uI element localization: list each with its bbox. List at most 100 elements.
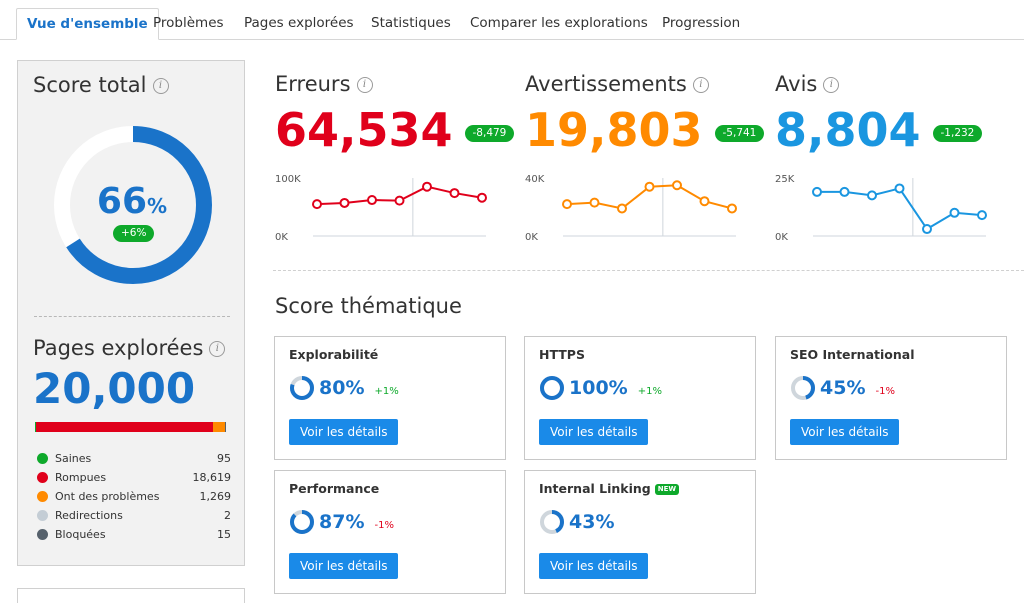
data-point[interactable] bbox=[672, 180, 682, 191]
pages-title: Pages explorées i bbox=[33, 336, 226, 360]
legend-item-saines[interactable]: Saines 95 bbox=[37, 449, 231, 468]
legend-item-redirections[interactable]: Redirections 2 bbox=[37, 506, 231, 525]
orange-dot-icon bbox=[37, 491, 48, 502]
details-button[interactable]: Voir les détails bbox=[539, 419, 649, 445]
stat-value-row: 64,534 -8,479 bbox=[275, 103, 515, 157]
card-delta: -1% bbox=[374, 519, 394, 531]
data-point[interactable] bbox=[617, 203, 627, 214]
card-https: HTTPS 100% +1% Voir les détails bbox=[524, 336, 756, 460]
data-point[interactable] bbox=[727, 203, 737, 214]
axis-tick-label: 0K bbox=[525, 232, 538, 243]
data-point[interactable] bbox=[644, 181, 655, 192]
score-value: 66% bbox=[52, 181, 212, 222]
sparkline-avertissements: 40K 0K bbox=[525, 174, 737, 243]
progress-ring-icon bbox=[290, 510, 314, 534]
new-badge: NEW bbox=[654, 484, 680, 495]
legend-label: Ont des problèmes bbox=[55, 490, 160, 503]
data-point[interactable] bbox=[812, 186, 822, 197]
legend-value: 15 bbox=[217, 528, 231, 541]
info-icon[interactable]: i bbox=[209, 341, 226, 357]
stat-delta-badge: -1,232 bbox=[932, 124, 983, 142]
stat-value[interactable]: 19,803 bbox=[525, 103, 703, 157]
ring-fill bbox=[290, 510, 314, 534]
status-bar-segment bbox=[212, 422, 225, 432]
card-delta: +1% bbox=[637, 385, 662, 397]
tab-problemes[interactable]: Problèmes bbox=[153, 15, 224, 31]
tab-pages-explorees[interactable]: Pages explorées bbox=[244, 15, 354, 31]
stat-delta-badge: -8,479 bbox=[464, 124, 515, 142]
axis-tick-label: 0K bbox=[275, 232, 288, 243]
stat-value-row: 8,804 -1,232 bbox=[775, 103, 983, 157]
data-point[interactable] bbox=[839, 186, 850, 197]
secondary-panel bbox=[17, 588, 245, 603]
pages-legend: Saines 95 Rompues 18,619 Ont des problèmes… bbox=[37, 449, 231, 544]
card-score: 45% -1% bbox=[790, 375, 895, 401]
tab-comparer[interactable]: Comparer les explorations bbox=[470, 15, 648, 31]
card-explorabilite: Explorabilité 80% +1% Voir les détails bbox=[274, 336, 506, 460]
data-point[interactable] bbox=[699, 196, 710, 207]
details-button[interactable]: Voir les détails bbox=[539, 553, 649, 579]
legend-value: 95 bbox=[217, 452, 231, 465]
card-title: HTTPS bbox=[539, 347, 585, 362]
data-point[interactable] bbox=[449, 188, 460, 199]
dark-dot-icon bbox=[37, 529, 48, 540]
card-title: Internal Linking NEW bbox=[539, 481, 680, 496]
divider bbox=[273, 270, 1024, 271]
progress-ring-icon bbox=[540, 376, 564, 400]
data-point[interactable] bbox=[422, 181, 432, 192]
card-percent: 43% bbox=[569, 511, 615, 533]
axis-tick-label: 25K bbox=[775, 174, 795, 185]
tab-progression[interactable]: Progression bbox=[662, 15, 741, 31]
data-point[interactable] bbox=[922, 224, 932, 235]
card-title: SEO International bbox=[790, 347, 915, 362]
card-title-text: Internal Linking bbox=[539, 481, 651, 496]
card-delta: +1% bbox=[374, 385, 399, 397]
info-icon[interactable]: i bbox=[152, 78, 169, 94]
legend-item-problemes[interactable]: Ont des problèmes 1,269 bbox=[37, 487, 231, 506]
info-icon[interactable]: i bbox=[356, 77, 373, 93]
legend-value: 1,269 bbox=[199, 490, 232, 503]
legend-item-rompues[interactable]: Rompues 18,619 bbox=[37, 468, 231, 487]
data-point[interactable] bbox=[394, 195, 405, 206]
ring-fill bbox=[540, 376, 564, 400]
axis-tick-label: 40K bbox=[525, 174, 545, 185]
data-point[interactable] bbox=[562, 199, 572, 210]
details-button[interactable]: Voir les détails bbox=[289, 419, 399, 445]
data-point[interactable] bbox=[589, 197, 600, 208]
stat-title: Erreurs i bbox=[275, 72, 373, 96]
data-point[interactable] bbox=[949, 207, 960, 218]
summary-panel: Score total i 66% +6% Pages explorées i 20… bbox=[17, 60, 245, 566]
legend-value: 18,619 bbox=[192, 471, 232, 484]
stat-title: Avertissements i bbox=[525, 72, 709, 96]
progress-ring-icon bbox=[290, 376, 314, 400]
data-point[interactable] bbox=[894, 183, 905, 194]
card-score: 100% +1% bbox=[539, 375, 662, 401]
stat-erreurs: Erreurs i 64,534 -8,479 100K 0K bbox=[275, 72, 515, 243]
stat-value[interactable]: 8,804 bbox=[775, 103, 921, 157]
status-bar-segment bbox=[35, 422, 36, 432]
sparkline-erreurs: 100K 0K bbox=[275, 174, 487, 243]
card-title: Performance bbox=[289, 481, 380, 496]
tab-vue-ensemble[interactable]: Vue d'ensemble bbox=[16, 8, 159, 40]
legend-item-bloquees[interactable]: Bloquées 15 bbox=[37, 525, 231, 544]
data-point[interactable] bbox=[339, 197, 350, 208]
stat-delta-badge: -5,741 bbox=[714, 124, 765, 142]
legend-label: Redirections bbox=[55, 509, 123, 522]
details-button[interactable]: Voir les détails bbox=[289, 553, 399, 579]
data-point[interactable] bbox=[977, 210, 987, 221]
card-title: Explorabilité bbox=[289, 347, 379, 362]
data-point[interactable] bbox=[367, 195, 377, 206]
tab-statistiques[interactable]: Statistiques bbox=[371, 15, 451, 31]
progress-ring-icon bbox=[791, 376, 815, 400]
data-point[interactable] bbox=[477, 192, 487, 203]
info-icon[interactable]: i bbox=[823, 77, 840, 93]
details-button[interactable]: Voir les détails bbox=[790, 419, 900, 445]
stat-label: Avertissements bbox=[525, 72, 687, 96]
card-seo-international: SEO International 45% -1% Voir les détai… bbox=[775, 336, 1007, 460]
data-point[interactable] bbox=[867, 190, 877, 201]
data-point[interactable] bbox=[312, 199, 322, 210]
info-icon[interactable]: i bbox=[692, 77, 709, 93]
stat-label: Erreurs bbox=[275, 72, 351, 96]
grey-dot-icon bbox=[37, 510, 48, 521]
stat-value[interactable]: 64,534 bbox=[275, 103, 453, 157]
